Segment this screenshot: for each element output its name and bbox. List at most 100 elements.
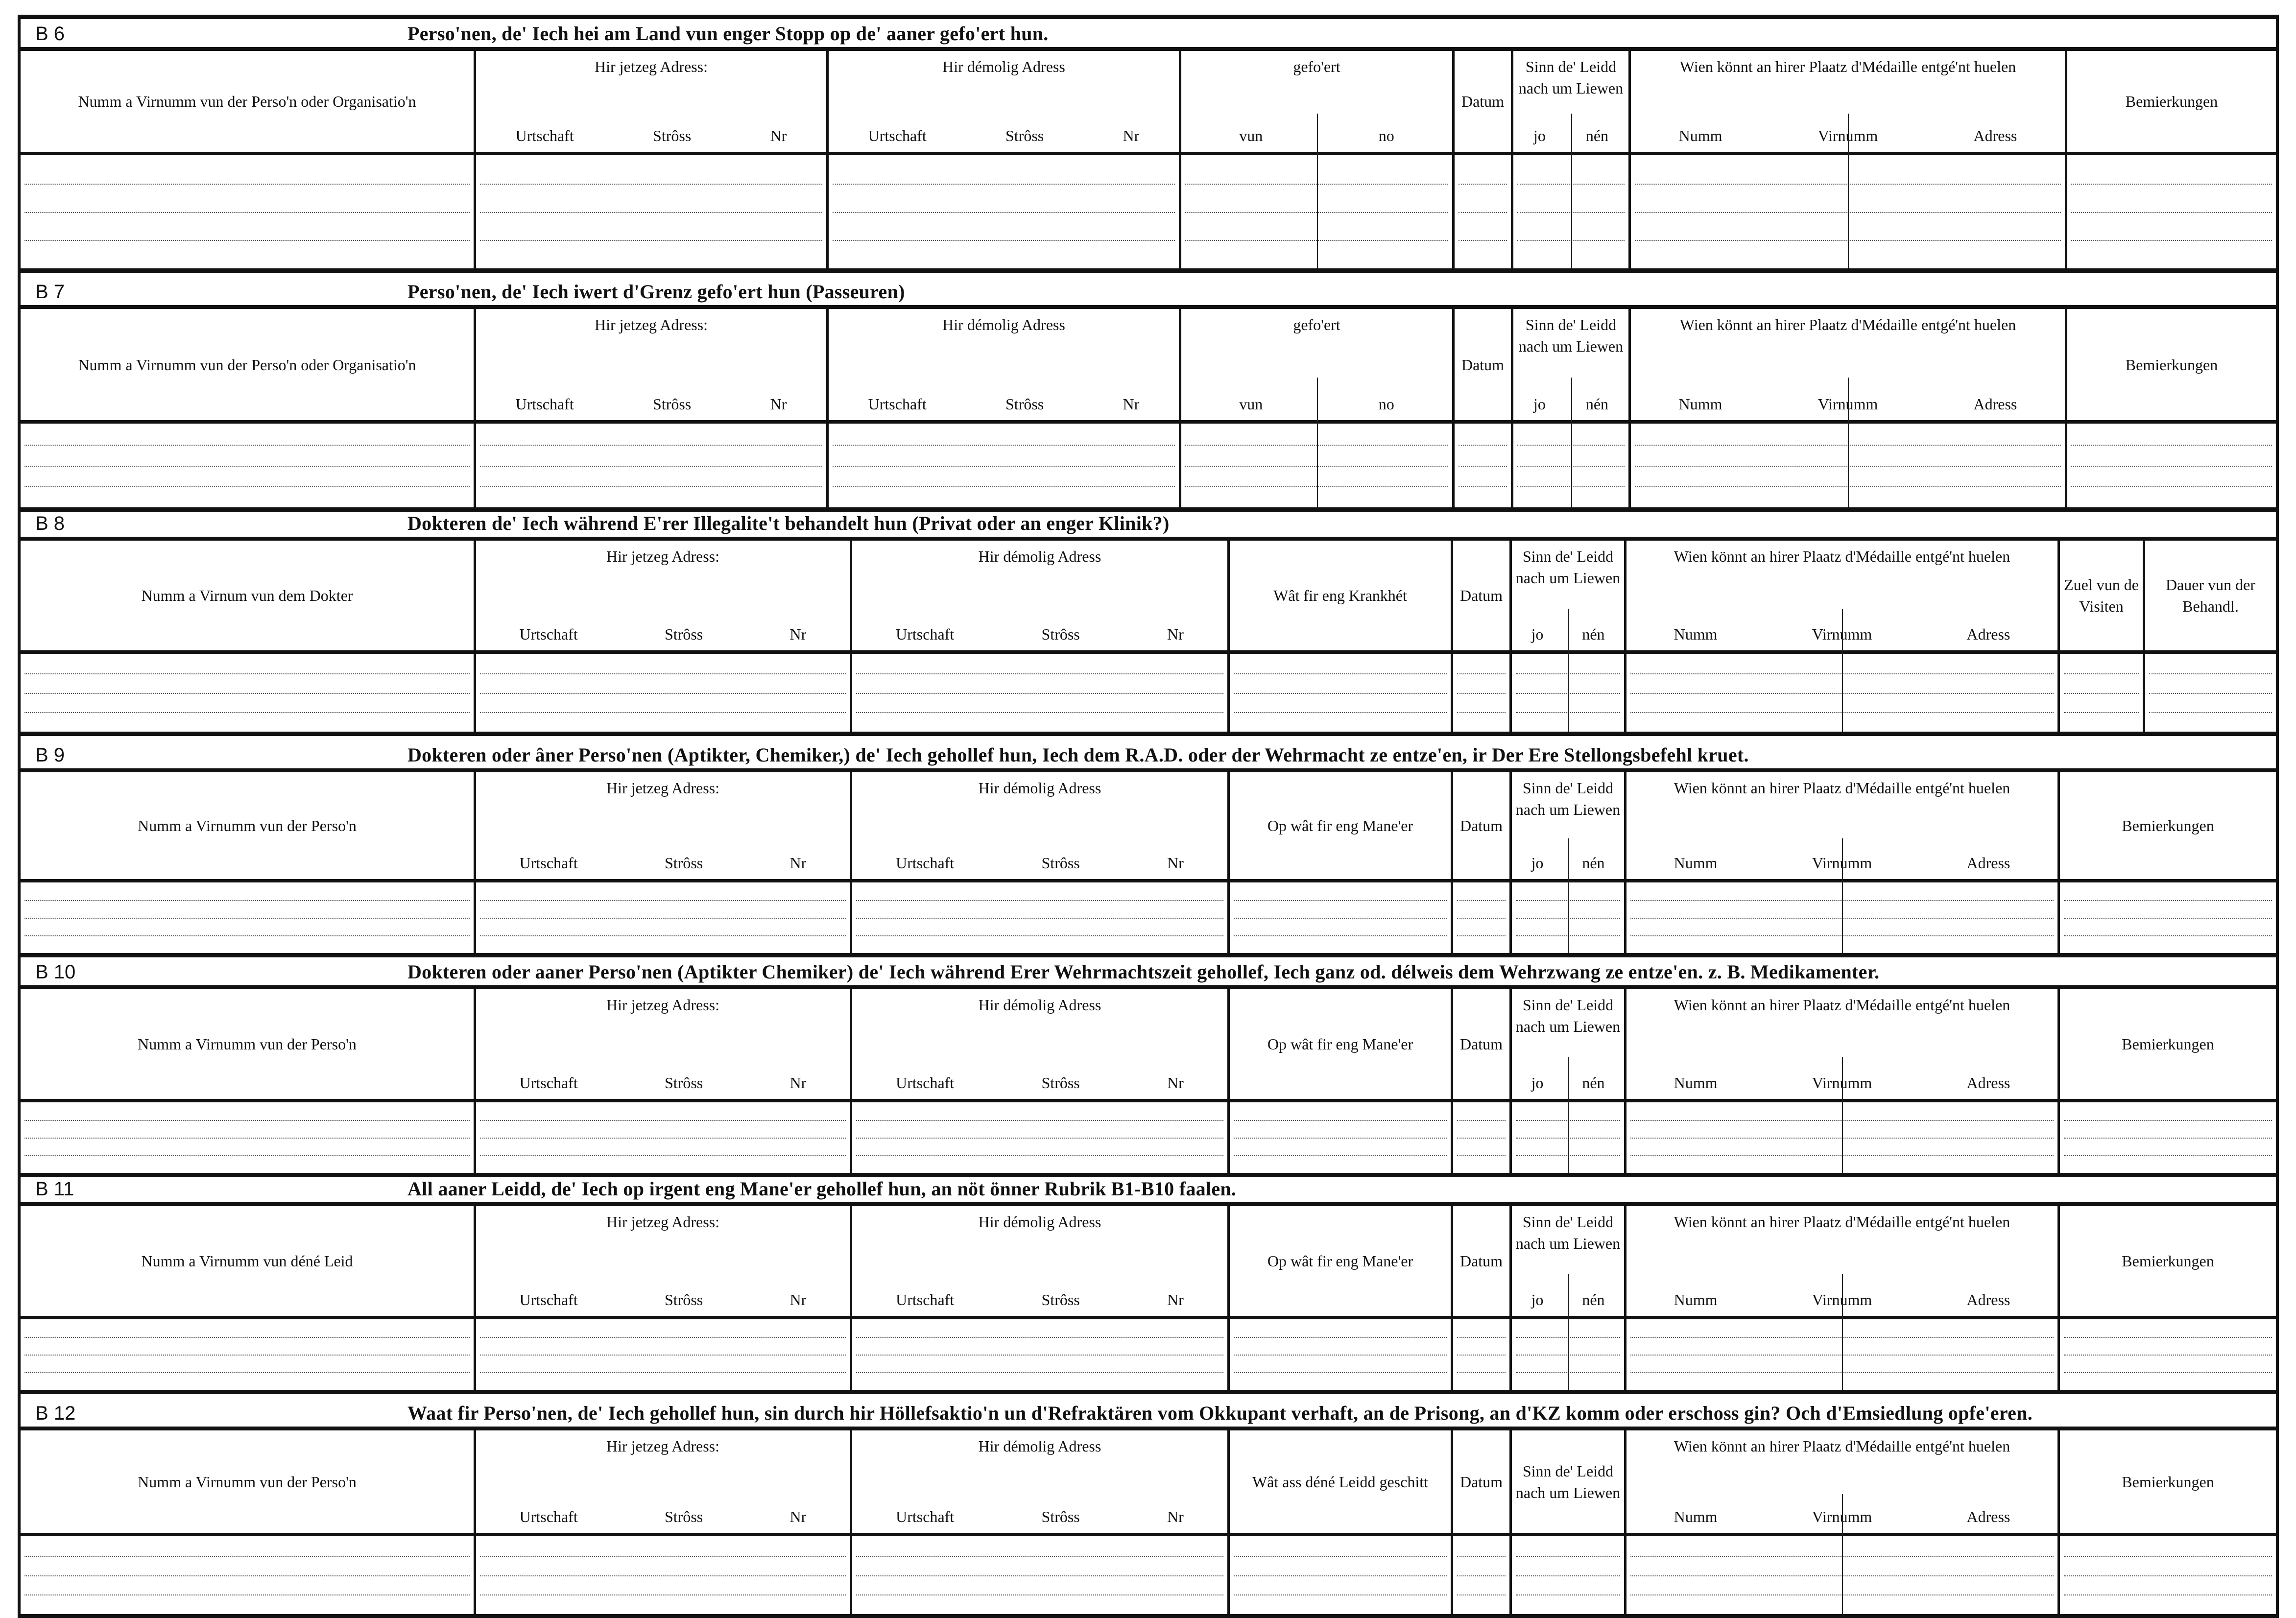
column: Numm a Virnumm vun der Perso'n oder Orga…	[21, 309, 476, 507]
entry-cell[interactable]	[2060, 654, 2143, 732]
column-sublabel: Urtschaft	[896, 854, 955, 872]
column-sublabel: Strôss	[665, 1291, 703, 1309]
entry-cell[interactable]	[1453, 882, 1509, 953]
dotted-entry-line	[24, 1575, 470, 1576]
column-sublabel: jo	[1531, 854, 1544, 872]
entry-cell[interactable]	[1453, 1102, 1509, 1173]
entry-cell[interactable]	[1455, 424, 1511, 507]
entry-cell[interactable]	[21, 1536, 474, 1614]
entry-cell[interactable]	[829, 155, 1179, 268]
dotted-entry-line	[1457, 935, 1506, 936]
entry-cell[interactable]	[2145, 654, 2276, 732]
entry-cell[interactable]	[2067, 155, 2276, 268]
section-title-row: B 8 Dokteren de' Iech während E'rer Illeg…	[21, 507, 2276, 537]
entry-cell[interactable]	[1230, 1102, 1451, 1173]
dotted-entry-line	[24, 692, 470, 694]
column-sublabel: Urtschaft	[515, 395, 574, 413]
column-header-label: Dauer vun der Behandl.	[2165, 576, 2256, 615]
entry-cell[interactable]	[21, 155, 474, 268]
column-header: Hir démolig Adress Urtschaft Strôss Nr	[852, 541, 1227, 654]
column: Sinn de' Leidd nach um Liewen jo nén	[1512, 989, 1626, 1173]
entry-cell[interactable]	[852, 882, 1227, 953]
form-table: Numm a Virnum vun dem Dokter Hir jetzeg A…	[21, 537, 2276, 732]
dotted-entry-line	[1516, 1555, 1620, 1557]
column-sublabel: Nr	[789, 1508, 807, 1525]
entry-cell[interactable]	[1453, 1319, 1509, 1390]
entry-cell[interactable]	[852, 1102, 1227, 1173]
column-sublabels: Urtschaft Strôss Nr	[852, 625, 1227, 643]
entry-cell[interactable]	[2060, 1319, 2276, 1390]
entry-cell[interactable]	[852, 1319, 1227, 1390]
section-title-row: B 6 Perso'nen, de' Iech hei am Land vun e…	[21, 15, 2276, 47]
column-header: Bemierkungen	[2060, 1430, 2276, 1536]
column-header-label: Hir jetzeg Adress:	[606, 779, 720, 797]
column-sublabel: Virnumm	[1812, 1291, 1872, 1309]
column-header: Wât fir eng Krankhét	[1230, 541, 1451, 654]
entry-cell[interactable]	[2060, 1102, 2276, 1173]
column-sublabel: Adress	[1966, 1508, 2010, 1525]
entry-cell[interactable]	[476, 654, 850, 732]
entry-cell[interactable]	[1230, 654, 1451, 732]
column-sublabel: Urtschaft	[896, 1291, 955, 1309]
column-sublabels: vun no	[1181, 395, 1452, 413]
section-code: B 6	[35, 23, 65, 45]
column-sublabel: jo	[1533, 395, 1546, 413]
entry-cell[interactable]	[1453, 1536, 1509, 1614]
entry-cell[interactable]	[852, 1536, 1227, 1614]
column-header-label: Numm a Virnumm vun déné Leid	[141, 1252, 353, 1270]
column-header: Sinn de' Leidd nach um Liewen jo nén	[1512, 772, 1624, 882]
column-header-label: Sinn de' Leidd nach um Liewen	[1515, 779, 1621, 818]
column-sublabel: Strôss	[1005, 395, 1044, 413]
column-header-label: Bemierkungen	[2125, 93, 2218, 110]
entry-cell[interactable]	[476, 1536, 850, 1614]
entry-cell[interactable]	[1230, 1319, 1451, 1390]
column-header: Wien könnt an hirer Plaatz d'Médaille en…	[1626, 1206, 2057, 1319]
entry-cell[interactable]	[21, 424, 474, 507]
dotted-entry-line	[480, 1337, 846, 1338]
dotted-entry-line	[2064, 1575, 2272, 1576]
entry-cell[interactable]	[1230, 1536, 1451, 1614]
column-sublabel: Urtschaft	[519, 854, 578, 872]
column-header: Op wât fir eng Mane'er	[1230, 989, 1451, 1102]
entry-cell[interactable]	[476, 1102, 850, 1173]
dotted-entry-line	[1459, 444, 1507, 446]
entry-cell[interactable]	[829, 424, 1179, 507]
form-table: Numm a Virnumm vun déné Leid Hir jetzeg A…	[21, 1202, 2276, 1390]
column-header: Numm a Virnumm vun der Perso'n oder Orga…	[21, 51, 474, 155]
entry-cell[interactable]	[2060, 882, 2276, 953]
column: Sinn de' Leidd nach um Liewen jo nén	[1512, 772, 1626, 953]
entry-cell[interactable]	[476, 424, 826, 507]
column-sublabel: Strôss	[665, 1074, 703, 1092]
dotted-entry-line	[2064, 673, 2139, 674]
entry-cell[interactable]	[1512, 1536, 1624, 1614]
dotted-entry-line	[2149, 712, 2272, 714]
entry-cell[interactable]	[852, 654, 1227, 732]
dotted-entry-line	[480, 673, 846, 674]
entry-cell[interactable]	[21, 654, 474, 732]
form-table: Numm a Virnumm vun der Perso'n Hir jetzeg…	[21, 1427, 2276, 1614]
column-header: Sinn de' Leidd nach um Liewen jo nén	[1513, 51, 1628, 155]
entry-cell[interactable]	[1455, 155, 1511, 268]
entry-cell[interactable]	[1230, 882, 1451, 953]
dotted-entry-line	[24, 1120, 470, 1121]
column-sublabel: Nr	[1167, 1291, 1184, 1309]
column: Bemierkungen	[2067, 51, 2276, 268]
entry-cell[interactable]	[1453, 654, 1509, 732]
dotted-entry-line	[24, 212, 470, 213]
entry-cell[interactable]	[21, 1102, 474, 1173]
column-sublabels: Urtschaft Strôss Nr	[852, 1074, 1227, 1092]
column: Wien könnt an hirer Plaatz d'Médaille en…	[1631, 309, 2067, 507]
entry-cell[interactable]	[2060, 1536, 2276, 1614]
column: Sinn de' Leidd nach um Liewen jo nén	[1513, 309, 1631, 507]
column-header: Numm a Virnumm vun der Perso'n	[21, 772, 474, 882]
column-header: Hir jetzeg Adress: Urtschaft Strôss Nr	[476, 309, 826, 424]
entry-cell[interactable]	[21, 1319, 474, 1390]
entry-cell[interactable]	[476, 155, 826, 268]
column-header-label: Hir démolig Adress	[942, 58, 1065, 75]
entry-cell[interactable]	[476, 1319, 850, 1390]
column-sublabel: Urtschaft	[868, 395, 927, 413]
entry-cell[interactable]	[476, 882, 850, 953]
entry-cell[interactable]	[21, 882, 474, 953]
entry-cell[interactable]	[2067, 424, 2276, 507]
dotted-entry-line	[1457, 1555, 1506, 1557]
